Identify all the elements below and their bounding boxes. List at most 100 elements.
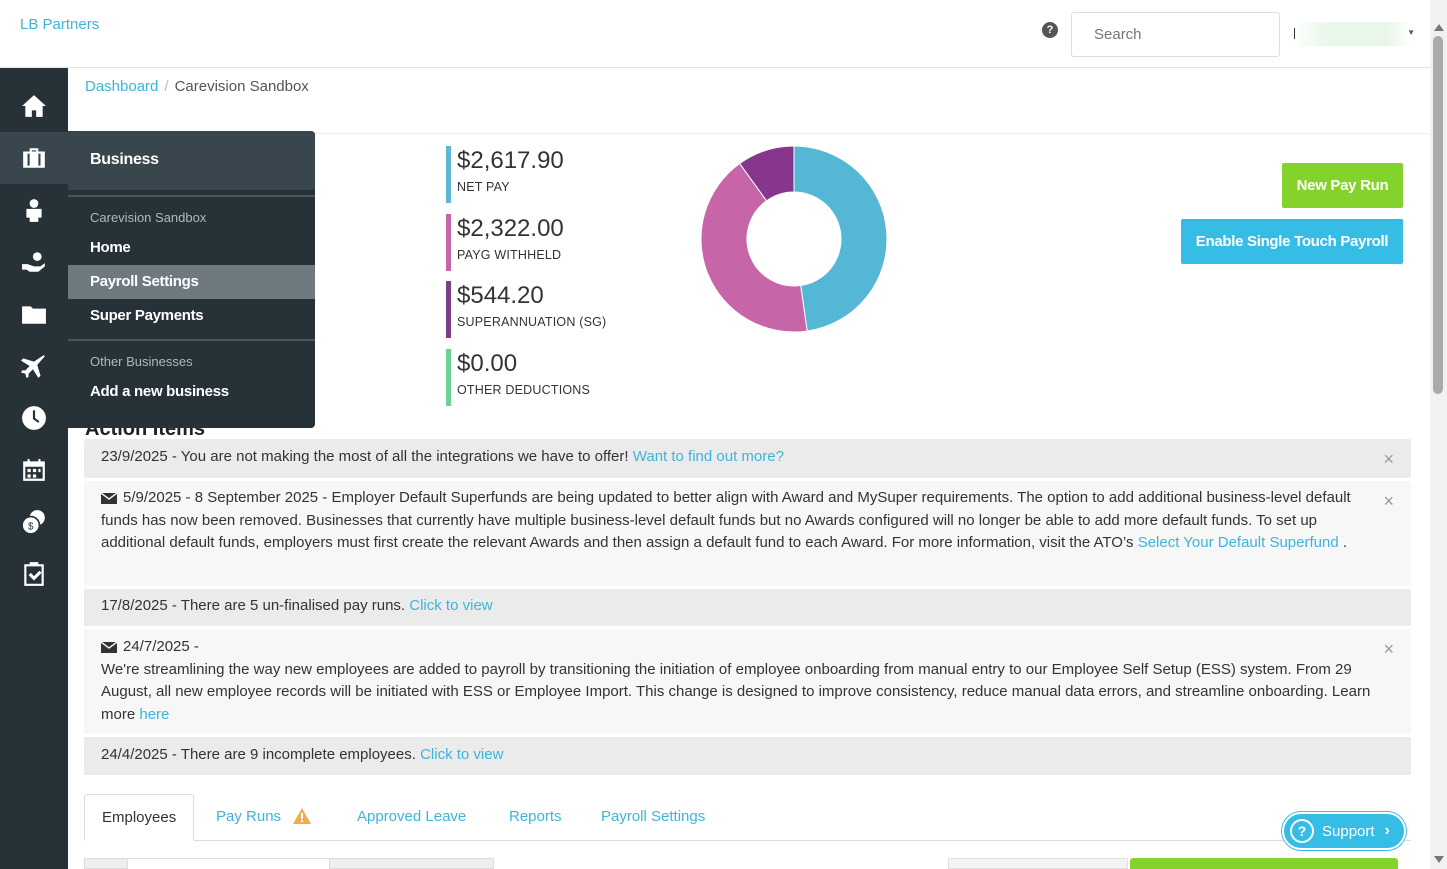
sidebar-item-leave[interactable] <box>0 340 68 392</box>
close-icon[interactable]: × <box>1383 449 1394 469</box>
sidebar-item-expenses[interactable]: $ <box>0 496 68 548</box>
brand-link[interactable]: LB Partners <box>20 16 100 33</box>
calendar-icon <box>23 459 45 481</box>
sidebar-item-payments[interactable] <box>0 236 68 288</box>
warning-icon <box>293 807 312 824</box>
flyout-item-super-payments[interactable]: Super Payments <box>90 307 204 324</box>
stat-other-deductions: $0.00 OTHER DEDUCTIONS <box>446 349 646 406</box>
folder-icon <box>22 306 46 324</box>
tab-approved-leave[interactable]: Approved Leave <box>357 808 467 825</box>
flyout-section-current: Carevision Sandbox <box>90 210 207 225</box>
sidebar-item-home[interactable] <box>0 80 68 132</box>
chevron-right-icon: › <box>1384 822 1390 839</box>
tab-label: Pay Runs <box>216 808 282 825</box>
clock-icon <box>22 406 46 430</box>
sidebar-item-employees[interactable] <box>0 184 68 236</box>
stat-value: $2,322.00 <box>457 215 564 242</box>
alert-onboarding: 24/7/2025 - We're streamlining the way n… <box>84 629 1411 734</box>
flyout-section-other: Other Businesses <box>90 354 193 369</box>
tab-reports[interactable]: Reports <box>509 808 562 825</box>
stat-payg-withheld: $2,322.00 PAYG WITHHELD <box>446 214 646 271</box>
user-menu[interactable]: ▼ <box>1293 22 1415 46</box>
divider <box>68 133 1430 134</box>
alert-text: 24/4/2025 - There are 9 incomplete emplo… <box>101 746 416 763</box>
scroll-up-icon[interactable] <box>1434 24 1444 31</box>
flyout-item-payroll-settings[interactable]: Payroll Settings <box>68 265 315 299</box>
user-name-cursor <box>1294 28 1295 39</box>
top-bar: LB Partners ? ▼ <box>0 0 1430 68</box>
support-button[interactable]: ? Support › <box>1282 812 1406 850</box>
donut-slice-net-pay[interactable] <box>793 145 888 332</box>
flyout-title: Business <box>68 131 315 190</box>
sidebar-item-business[interactable] <box>0 132 68 184</box>
employee-action-button[interactable] <box>948 858 1128 869</box>
question-icon: ? <box>1290 819 1314 843</box>
stat-label: PAYG WITHHELD <box>457 248 562 262</box>
divider <box>68 339 315 341</box>
alert-link[interactable]: Want to find out more? <box>632 448 784 465</box>
airplane-icon <box>21 355 45 378</box>
alert-integrations: 23/9/2025 - You are not making the most … <box>84 439 1411 478</box>
sidebar-item-documents[interactable] <box>0 288 68 340</box>
sidebar-item-calendar[interactable] <box>0 444 68 496</box>
alert-pay-runs: 17/8/2025 - There are 5 un-finalised pay… <box>84 589 1411 626</box>
breadcrumb-separator: / <box>164 78 169 95</box>
alert-link[interactable]: Select Your Default Superfund <box>1137 534 1339 551</box>
tab-employees[interactable]: Employees <box>84 794 195 841</box>
envelope-icon <box>101 492 117 504</box>
chevron-down-icon: ▼ <box>1407 28 1415 37</box>
donut-slice-payg-withheld[interactable] <box>700 162 808 333</box>
tab-payroll-settings[interactable]: Payroll Settings <box>601 808 706 825</box>
stat-superannuation: $544.20 SUPERANNUATION (SG) <box>446 281 646 338</box>
briefcase-icon <box>23 148 45 168</box>
new-pay-run-button[interactable]: New Pay Run <box>1282 163 1403 208</box>
support-label: Support <box>1322 822 1375 840</box>
stat-value: $2,617.90 <box>457 147 564 174</box>
breadcrumb-dashboard-link[interactable]: Dashboard <box>85 78 159 95</box>
alert-text: 17/8/2025 - There are 5 un-finalised pay… <box>101 597 406 614</box>
business-flyout-menu: Business Carevision Sandbox Home Payroll… <box>68 131 315 428</box>
alert-date: 24/7/2025 - <box>123 638 199 655</box>
page-scrollbar[interactable] <box>1430 0 1447 869</box>
search-input[interactable] <box>1071 12 1280 57</box>
employee-filter-input[interactable] <box>127 858 330 869</box>
donut-slice-superannuation-sg-[interactable] <box>739 145 795 202</box>
alert-text: 23/9/2025 - You are not making the most … <box>101 448 629 465</box>
users-icon <box>26 199 42 222</box>
envelope-icon <box>101 641 117 653</box>
help-icon[interactable]: ? <box>1042 22 1058 38</box>
alert-superfunds: 5/9/2025 - 8 September 2025 - Employer D… <box>84 481 1411 586</box>
close-icon[interactable]: × <box>1383 639 1394 659</box>
sidebar-item-tasks[interactable] <box>0 548 68 600</box>
alert-text-tail: . <box>1338 534 1348 551</box>
flyout-item-home[interactable]: Home <box>90 239 131 256</box>
tab-pay-runs[interactable]: Pay Runs <box>216 794 312 841</box>
employee-filter-bar[interactable] <box>84 858 494 869</box>
breadcrumb: Dashboard / Carevision Sandbox <box>85 78 309 95</box>
alert-link[interactable]: Click to view <box>420 746 504 763</box>
coins-icon: $ <box>21 510 45 535</box>
sidebar-item-timesheets[interactable] <box>0 392 68 444</box>
scroll-down-icon[interactable] <box>1434 856 1444 863</box>
stat-label: SUPERANNUATION (SG) <box>457 315 607 329</box>
add-employee-button[interactable] <box>1130 858 1398 869</box>
divider <box>68 195 315 197</box>
enable-stp-button[interactable]: Enable Single Touch Payroll <box>1181 219 1403 264</box>
payroll-donut-chart <box>700 145 888 333</box>
stat-value: $544.20 <box>457 282 544 309</box>
alert-text: We're streamlining the way new employees… <box>101 660 1371 723</box>
home-icon <box>22 95 46 117</box>
alert-link[interactable]: Click to view <box>409 597 493 614</box>
close-icon[interactable]: × <box>1383 491 1394 511</box>
stat-value: $0.00 <box>457 350 518 377</box>
sidebar: $ <box>0 68 68 869</box>
scroll-thumb[interactable] <box>1433 36 1443 394</box>
stat-label: NET PAY <box>457 180 510 194</box>
svg-text:$: $ <box>28 522 34 533</box>
alert-incomplete-employees: 24/4/2025 - There are 9 incomplete emplo… <box>84 737 1411 775</box>
flyout-item-add-business[interactable]: Add a new business <box>90 383 229 400</box>
hand-money-icon <box>22 252 45 272</box>
stat-label: OTHER DEDUCTIONS <box>457 383 591 397</box>
alert-link[interactable]: here <box>139 705 170 723</box>
dashboard-tabs: Employees Pay Runs Approved Leave Report… <box>84 794 1411 841</box>
